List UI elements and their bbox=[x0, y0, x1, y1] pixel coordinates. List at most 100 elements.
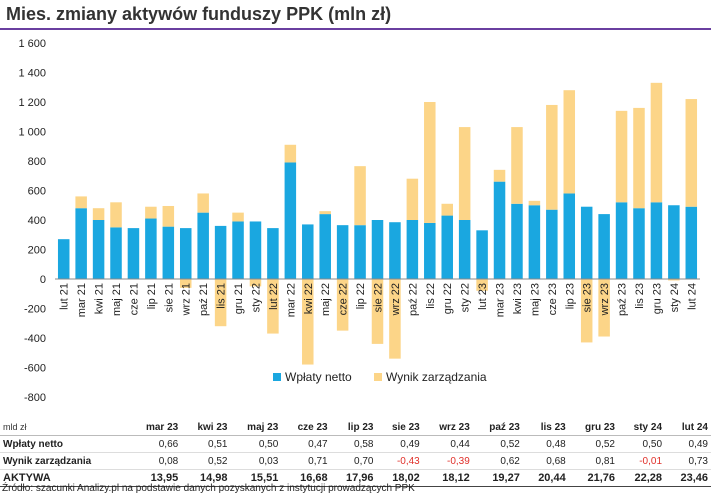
table-cell: 0,44 bbox=[422, 435, 473, 453]
table-cell: -0,43 bbox=[376, 452, 423, 470]
table-cell: 0,03 bbox=[230, 452, 282, 470]
y-tick-label: 200 bbox=[28, 245, 46, 257]
y-tick-label: 1 000 bbox=[18, 127, 46, 139]
bar-wplaty-netto bbox=[57, 239, 70, 279]
bar-wplaty-netto bbox=[650, 202, 663, 279]
x-tick-label: mar 23 bbox=[495, 283, 507, 317]
bar-wplaty-netto bbox=[302, 224, 314, 279]
bar-wplaty-netto bbox=[214, 225, 227, 279]
table-month-header: sie 23 bbox=[391, 421, 420, 433]
x-tick-label: maj 23 bbox=[529, 283, 541, 316]
title-divider bbox=[0, 28, 711, 30]
table-unit-label: mld zł bbox=[3, 422, 27, 432]
table-month-header: maj 23 bbox=[247, 421, 279, 433]
legend: Wpłaty netto Wynik zarządzania bbox=[273, 370, 487, 384]
x-tick-label: mar 21 bbox=[76, 283, 88, 317]
bar-wynik-zarzadzania bbox=[685, 99, 698, 207]
x-tick-label: lut 24 bbox=[686, 283, 698, 310]
x-tick-label: mar 22 bbox=[285, 283, 297, 317]
bar-wplaty-netto bbox=[162, 226, 175, 279]
x-tick-label: maj 21 bbox=[111, 283, 123, 316]
bar-wynik-zarzadzania bbox=[406, 178, 419, 220]
table-cell: 0,48 bbox=[522, 435, 569, 453]
y-tick-label: -400 bbox=[24, 333, 46, 345]
bar-wynik-zarzadzania bbox=[546, 104, 558, 210]
bar-wynik-zarzadzania bbox=[389, 279, 401, 359]
table-cell: 15,51 bbox=[230, 469, 282, 487]
bar-wynik-zarzadzania bbox=[110, 202, 122, 228]
table-cell: 16,68 bbox=[281, 469, 331, 487]
bar-wynik-zarzadzania bbox=[319, 211, 331, 215]
table-month-header: lut 24 bbox=[681, 421, 708, 433]
bar-wplaty-netto bbox=[685, 206, 698, 279]
bars bbox=[57, 82, 698, 365]
x-tick-label: sty 22 bbox=[460, 283, 472, 312]
table-month-header: paź 23 bbox=[489, 421, 520, 433]
bar-wplaty-netto bbox=[528, 205, 541, 279]
page-title: Mies. zmiany aktywów funduszy PPK (mln z… bbox=[6, 4, 392, 24]
y-tick-label: -800 bbox=[24, 392, 46, 404]
table-cell: 20,44 bbox=[522, 469, 569, 487]
legend-swatch bbox=[273, 373, 281, 381]
y-tick-label: -200 bbox=[24, 304, 46, 316]
bar-wplaty-netto bbox=[267, 228, 279, 279]
table-cell: 0,52 bbox=[181, 452, 231, 470]
bar-wplaty-netto bbox=[75, 208, 87, 279]
table-cell: 13,95 bbox=[128, 469, 182, 487]
table-cell: 18,12 bbox=[422, 469, 473, 487]
bar-wplaty-netto bbox=[406, 220, 419, 279]
legend-label: Wynik zarządzania bbox=[386, 370, 487, 384]
bar-wplaty-netto bbox=[633, 208, 645, 279]
table-month-header: cze 23 bbox=[297, 421, 328, 433]
y-tick-label: -600 bbox=[24, 363, 46, 375]
y-tick-label: 800 bbox=[28, 156, 46, 168]
x-axis: lut 21 mar 21 kwi 21 maj 21 cze 21 lip 21 sie … bbox=[59, 283, 699, 317]
x-tick-label: paź 21 bbox=[198, 283, 210, 316]
data-table: mld zł mar 23 kwi 23 maj 23 cze 23 lip 23 sie … bbox=[0, 419, 711, 487]
table-cell: 0,08 bbox=[128, 452, 182, 470]
bar-wplaty-netto bbox=[563, 193, 576, 279]
table-cell: 21,76 bbox=[568, 469, 618, 487]
x-tick-label: gru 22 bbox=[442, 283, 454, 314]
bar-wynik-zarzadzania bbox=[302, 279, 314, 365]
bar-wynik-zarzadzania bbox=[179, 279, 192, 288]
x-tick-label: lis 21 bbox=[216, 283, 228, 309]
bar-wplaty-netto bbox=[336, 225, 349, 279]
bar-wynik-zarzadzania bbox=[371, 279, 384, 344]
table-month-header: lip 23 bbox=[347, 421, 374, 433]
bar-wplaty-netto bbox=[145, 218, 157, 279]
bar-wplaty-netto bbox=[598, 214, 610, 279]
table-cell: -0,01 bbox=[618, 452, 666, 470]
table-month-header: mar 23 bbox=[145, 421, 179, 433]
bar-wplaty-netto bbox=[615, 202, 628, 279]
bar-wplaty-netto bbox=[424, 222, 436, 279]
bar-chart: 1 600 1 400 1 200 1 000 800 600 400 200 0 -200 -40… bbox=[18, 38, 700, 404]
table-cell: 0,73 bbox=[665, 452, 711, 470]
table-row-label: AKTYWA bbox=[0, 469, 129, 487]
x-tick-label: lip 23 bbox=[564, 283, 576, 309]
bar-wynik-zarzadzania bbox=[162, 205, 175, 227]
x-tick-label: wrz 22 bbox=[390, 283, 402, 316]
table-cell: 0,52 bbox=[568, 435, 618, 453]
table-cell: 23,46 bbox=[665, 469, 711, 487]
y-tick-label: 1 600 bbox=[18, 38, 46, 50]
table-cell: 0,71 bbox=[281, 452, 331, 470]
x-tick-label: kwi 23 bbox=[512, 283, 524, 314]
bar-wplaty-netto bbox=[441, 215, 453, 279]
table-row-label: Wpłaty netto bbox=[0, 435, 129, 453]
bar-wynik-zarzadzania bbox=[249, 279, 262, 287]
x-tick-label: sty 22 bbox=[250, 283, 262, 312]
bar-wynik-zarzadzania bbox=[441, 203, 453, 216]
bar-wynik-zarzadzania bbox=[528, 200, 541, 206]
table-cell: 0,58 bbox=[330, 435, 377, 453]
table-month-header: gru 23 bbox=[584, 421, 615, 433]
table-row: Wynik zarządzania 0,08 0,52 0,03 0,71 0,70 -0,… bbox=[0, 452, 711, 470]
bar-wynik-zarzadzania bbox=[511, 127, 523, 204]
bar-wynik-zarzadzania bbox=[75, 196, 87, 209]
x-tick-label: gru 23 bbox=[651, 283, 663, 314]
bar-wplaty-netto bbox=[476, 230, 488, 279]
bar-wplaty-netto bbox=[493, 181, 506, 279]
bar-wplaty-netto bbox=[319, 214, 331, 279]
table-header-row: mld zł mar 23 kwi 23 maj 23 cze 23 lip 23 sie … bbox=[0, 419, 711, 436]
x-tick-label: lip 22 bbox=[355, 283, 367, 309]
